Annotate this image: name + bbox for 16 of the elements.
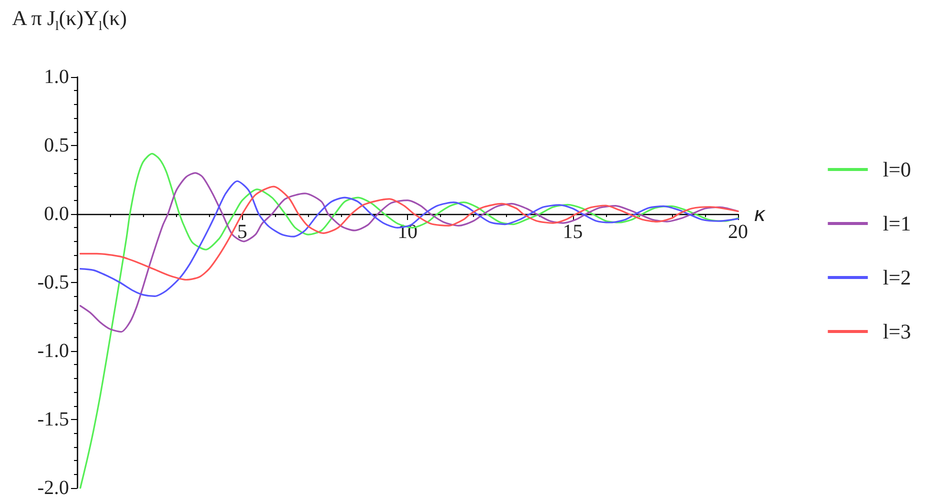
y-tick-label: 0.5 — [44, 134, 69, 156]
legend-label: l=2 — [882, 266, 912, 290]
x-tick-label: 20 — [728, 221, 748, 243]
legend-label: l=3 — [882, 320, 912, 344]
y-tick-label: 1.0 — [44, 66, 69, 88]
legend-label: l=1 — [882, 212, 912, 236]
x-tick-label: 15 — [562, 221, 583, 243]
y-axis-title: A π J$_{l}$(κ)Y$_{l}$(κ) — [12, 6, 127, 34]
x-axis-title: κ — [754, 202, 766, 226]
y-tick-label: -1.0 — [37, 340, 69, 362]
y-tick-label: 0.0 — [44, 203, 69, 225]
x-tick-label: 5 — [237, 221, 248, 243]
y-tick-label: -0.5 — [37, 272, 69, 294]
y-tick-label: -2.0 — [37, 477, 69, 499]
legend-label: l=0 — [882, 158, 912, 182]
y-tick-label: -1.5 — [37, 408, 69, 430]
